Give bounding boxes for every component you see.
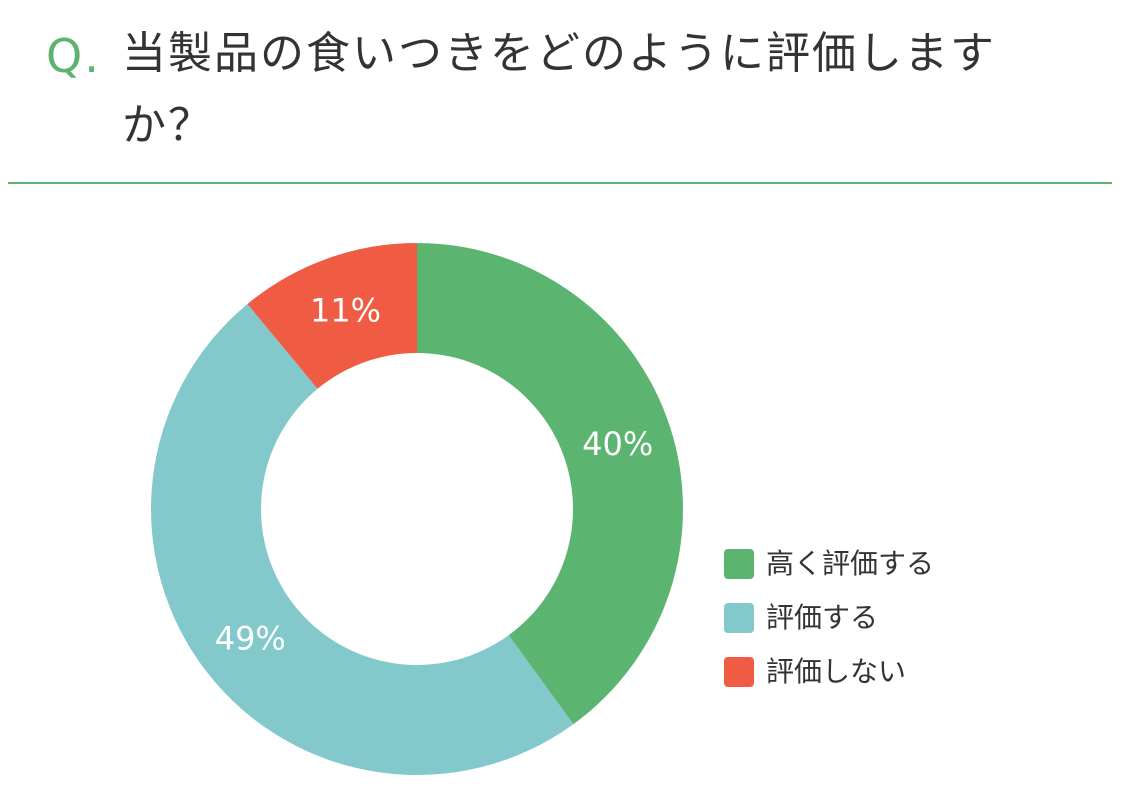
donut-labels: 40% 49% 11% xyxy=(215,291,654,657)
slice-label-low: 11% xyxy=(310,291,381,329)
slice-high xyxy=(417,243,684,725)
slice-label-mid: 49% xyxy=(215,619,286,657)
slice-low xyxy=(247,243,417,389)
legend-item-high: 高く評価する xyxy=(724,546,934,582)
legend-item-mid: 評価する xyxy=(724,600,934,636)
header-divider xyxy=(8,182,1112,184)
legend-label-mid: 評価する xyxy=(766,601,879,634)
legend-label-low: 評価しない xyxy=(766,655,907,688)
legend-swatch-high xyxy=(724,549,754,579)
donut-slices xyxy=(150,243,684,776)
question-marker: Q. xyxy=(46,29,101,83)
legend-item-low: 評価しない xyxy=(724,654,934,690)
slice-mid xyxy=(150,304,574,776)
legend-swatch-mid xyxy=(724,603,754,633)
legend-label-high: 高く評価する xyxy=(766,547,935,580)
chart-legend: 高く評価する 評価する 評価しない xyxy=(724,546,934,708)
question-title: 当製品の食いつきをどのように評価しますか？ xyxy=(122,28,996,151)
legend-swatch-low xyxy=(724,657,754,687)
slice-label-high: 40% xyxy=(582,425,653,463)
